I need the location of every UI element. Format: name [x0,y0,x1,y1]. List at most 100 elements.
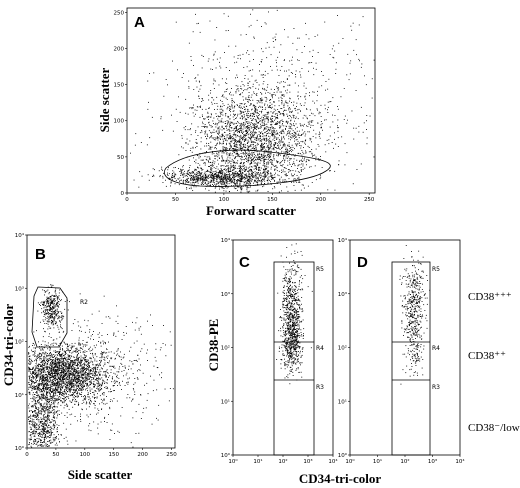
scatter-point [279,127,281,129]
scatter-point [324,104,326,106]
scatter-point [264,109,266,110]
scatter-point [281,131,282,133]
scatter-point [210,92,211,94]
scatter-point [116,376,117,377]
scatter-point [266,165,268,167]
scatter-point [267,130,269,131]
scatter-point [254,110,256,112]
scatter-point [267,173,269,174]
scatter-point [232,139,234,141]
scatter-point [87,392,89,394]
scatter-point [78,339,80,341]
scatter-point [216,181,218,183]
scatter-point [231,141,233,143]
scatter-point [186,187,188,188]
scatter-point [72,367,74,369]
scatter-point [281,102,283,103]
scatter-point [247,122,248,124]
scatter-point [280,44,282,46]
scatter-point [266,167,268,169]
scatter-point [197,177,198,179]
scatter-point [247,111,248,113]
scatter-point [228,183,230,185]
scatter-point [220,180,222,182]
scatter-point [285,168,287,169]
scatter-point [56,383,58,385]
scatter-point [283,113,285,115]
scatter-point [43,381,45,383]
scatter-point [267,128,269,130]
scatter-point [204,132,206,134]
scatter-point [373,59,375,61]
scatter-point [319,158,321,160]
scatter-point [266,86,268,88]
scatter-point [237,57,239,59]
scatter-point [100,342,102,344]
scatter-point [277,155,279,157]
scatter-point [46,384,48,386]
scatter-point [287,145,289,147]
scatter-point [201,101,203,102]
scatter-point [240,112,242,114]
scatter-point [222,133,224,135]
scatter-point [270,107,272,109]
scatter-point [304,167,306,169]
scatter-point [263,169,264,170]
scatter-point [306,160,307,162]
scatter-point [296,130,298,132]
scatter-point [72,351,74,353]
scatter-point [311,152,313,154]
scatter-point [45,389,47,391]
scatter-point [310,126,311,128]
scatter-point [275,165,277,167]
scatter-point [309,137,311,139]
scatter-point [361,63,363,65]
scatter-point [268,112,270,114]
scatter-point [277,117,279,119]
scatter-point [230,114,231,116]
scatter-point [329,101,331,103]
scatter-point [93,378,95,380]
scatter-point [269,102,271,104]
scatter-point [225,190,227,192]
scatter-point [295,132,297,134]
scatter-point [235,188,236,190]
scatter-point [56,372,58,374]
scatter-point [40,361,42,363]
scatter-point [226,148,228,150]
scatter-point [234,171,236,173]
scatter-point [229,176,230,177]
scatter-point [201,178,203,179]
scatter-point [225,173,226,175]
scatter-point [229,191,230,193]
scatter-point [47,378,48,379]
scatter-point [65,381,67,383]
scatter-point [221,155,223,157]
scatter-point [327,112,329,113]
scatter-point [226,78,227,80]
scatter-point [310,124,312,126]
scatter-point [222,121,224,123]
scatter-point [96,374,98,376]
scatter-point [241,169,243,171]
scatter-point [42,349,44,351]
scatter-point [210,136,212,138]
scatter-point [288,142,290,144]
scatter-point [301,52,303,53]
scatter-point [316,100,318,102]
scatter-point [208,116,210,118]
scatter-point [264,103,266,105]
scatter-point [220,121,222,122]
scatter-point [65,372,67,374]
scatter-point [244,155,245,157]
scatter-point [201,168,202,170]
scatter-point [299,160,301,162]
scatter-point [270,107,272,108]
scatter-point [237,186,238,188]
scatter-point [276,166,278,168]
scatter-point [271,159,273,161]
scatter-point [198,176,200,178]
scatter-point [28,369,30,370]
scatter-point [289,133,291,135]
scatter-point [222,187,224,189]
